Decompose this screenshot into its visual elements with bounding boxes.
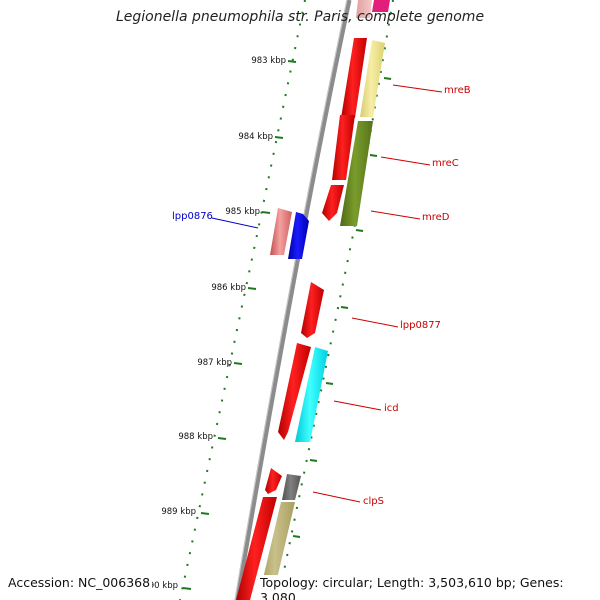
map-title: Legionella pneumophila str. Paris, compl…	[115, 9, 485, 25]
connector-mreB	[392, 84, 443, 93]
tick-label-988: 988 kbp	[178, 432, 213, 442]
cds-clpS	[265, 468, 282, 494]
connector-icd	[333, 400, 382, 411]
cds-icd	[278, 343, 311, 440]
major-ticks	[182, 60, 392, 590]
cds-mreD	[322, 185, 344, 221]
gene-label-mreB[interactable]: mreB	[444, 85, 471, 96]
connector-mreC	[380, 156, 431, 166]
gene-label-mreC[interactable]: mreC	[432, 158, 459, 169]
cds-tail	[236, 497, 277, 600]
tick-label-987: 987 kbp	[197, 358, 232, 368]
cds-mreB	[341, 38, 367, 118]
left-strand-track	[270, 208, 309, 259]
gene-label-icd[interactable]: icd	[384, 403, 399, 414]
tick-label-984: 984 kbp	[238, 132, 273, 142]
accession-text: Accession: NC_006368	[6, 575, 153, 590]
connector-mreD	[370, 210, 421, 220]
genome-backbone	[234, 0, 352, 600]
gene-label-lpp0876[interactable]: lpp0876	[172, 211, 213, 222]
feature-mreB	[360, 40, 385, 117]
rna-lpp0876	[270, 208, 292, 255]
gene-label-mreD[interactable]: mreD	[422, 212, 450, 223]
topology-text: Topology: circular; Length: 3,503,610 bp…	[258, 575, 600, 600]
tick-label-986: 986 kbp	[211, 283, 246, 293]
cds-track	[236, 38, 367, 600]
feature-clpS	[282, 474, 301, 500]
connector-lpp0876	[211, 217, 259, 229]
cds-mreC	[332, 115, 355, 180]
tick-label-990: 990 kbp	[143, 581, 178, 591]
cds-lpp0877	[301, 282, 324, 338]
feature-mreC	[340, 121, 373, 226]
gene-label-lpp0877[interactable]: lpp0877	[400, 320, 441, 331]
label-connectors	[211, 84, 443, 503]
tick-label-989: 989 kbp	[161, 507, 196, 517]
feature-icd	[295, 347, 328, 442]
tick-label-985: 985 kbp	[225, 207, 260, 217]
gene-label-clpS[interactable]: clpS	[363, 496, 384, 507]
top-partial-features	[356, 0, 390, 18]
tick-label-983: 983 kbp	[251, 56, 286, 66]
cds-lpp0876	[288, 212, 309, 259]
connector-clpS	[312, 491, 361, 503]
connector-lpp0877	[351, 317, 399, 328]
